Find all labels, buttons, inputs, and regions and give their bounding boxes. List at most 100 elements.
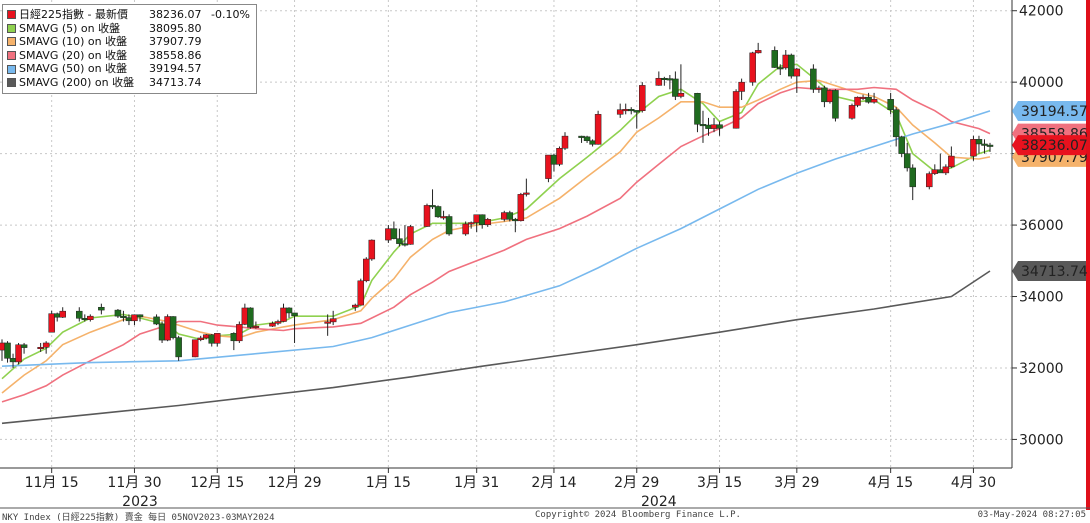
candle-body <box>832 90 839 119</box>
x-tick-label: 2月 29 <box>614 475 659 491</box>
candle-body <box>169 316 177 338</box>
candle-body <box>512 219 519 222</box>
candle-body <box>655 77 663 86</box>
legend-change: -0.10% <box>211 8 250 21</box>
legend-item-sma5: SMAVG (5) on 收盤 38095.80 <box>7 22 250 36</box>
candle-body <box>247 307 254 328</box>
x-tick-label: 3月 15 <box>697 475 742 491</box>
legend-item-sma200: SMAVG (200) on 收盤 34713.74 <box>7 76 250 90</box>
candle-body <box>583 136 591 142</box>
candle-body <box>970 139 977 157</box>
candle-body <box>732 91 740 129</box>
candle-body <box>407 226 414 245</box>
legend-label: SMAVG (5) on 收盤 <box>19 21 121 35</box>
candle-body <box>478 214 486 225</box>
candle-body <box>473 214 480 223</box>
candle-body <box>672 78 679 97</box>
candle-body <box>324 321 331 324</box>
candle-body <box>48 313 55 333</box>
candle-body <box>9 358 17 363</box>
legend-value: 37907.79 <box>149 35 202 49</box>
value-label-text: 34713.74 <box>1021 264 1088 280</box>
right-edge-bar <box>1086 0 1090 510</box>
candle-body <box>291 312 298 317</box>
legend-swatch <box>7 23 16 33</box>
candle-body <box>87 315 94 320</box>
candle-body <box>986 144 994 147</box>
candle-body <box>385 228 392 241</box>
legend-value: 34713.74 <box>149 75 202 89</box>
candle-body <box>561 135 569 149</box>
candle-body <box>15 344 22 363</box>
candle-body <box>622 109 629 112</box>
candle-body <box>710 124 718 129</box>
legend-value: 39194.57 <box>149 62 202 76</box>
candle-body <box>677 92 685 97</box>
candle-body <box>771 50 778 68</box>
candle-body <box>975 139 983 145</box>
candle-body <box>749 52 756 83</box>
candle-body <box>815 87 823 90</box>
value-label-box <box>1012 261 1086 282</box>
legend-swatch <box>7 37 16 47</box>
candle-body <box>462 223 469 235</box>
legend-swatch <box>7 64 16 74</box>
candle-body <box>81 318 89 321</box>
legend-value: 38095.80 <box>149 21 202 35</box>
candle-body <box>854 96 861 106</box>
candle-body <box>859 96 867 99</box>
candlesticks <box>0 42 994 368</box>
candle-body <box>738 81 745 92</box>
value-label-text: 39194.57 <box>1021 104 1088 120</box>
candle-body <box>909 167 916 188</box>
candle-body <box>926 173 933 188</box>
y-tick-label: 36000 <box>1019 218 1064 234</box>
candle-body <box>241 307 249 325</box>
candle-body <box>981 143 988 146</box>
candle-body <box>705 124 712 129</box>
candle-body <box>125 317 133 322</box>
candle-body <box>616 109 624 115</box>
y-tick-label: 30000 <box>1019 432 1064 448</box>
candle-body <box>826 90 834 103</box>
candle-body <box>661 77 668 80</box>
candle-body <box>131 314 138 322</box>
candle-body <box>821 87 828 103</box>
candle-body <box>357 280 365 306</box>
candle-body <box>793 68 801 77</box>
candle-body <box>114 309 122 317</box>
candle-body <box>363 258 370 282</box>
legend-value: 38236.07 <box>149 8 202 21</box>
candle-body <box>639 85 646 111</box>
candle-body <box>175 337 182 358</box>
candle-body <box>870 99 878 103</box>
candle-body <box>158 323 166 341</box>
candle-body <box>545 154 552 179</box>
candle-body <box>666 78 674 81</box>
candle-body <box>4 342 11 359</box>
legend-item-sma10: SMAVG (10) on 收盤 37907.79 <box>7 35 250 49</box>
candle-body <box>59 310 66 318</box>
candle-body <box>136 314 144 318</box>
candle-body <box>280 307 287 322</box>
x-tick-label: 1月 31 <box>454 475 499 491</box>
x-tick-label: 2月 14 <box>531 475 576 491</box>
legend-swatch <box>7 78 16 88</box>
candle-body <box>120 315 127 318</box>
candle-body <box>164 316 171 341</box>
candle-body <box>285 307 293 314</box>
value-label-box <box>1012 100 1086 121</box>
candle-body <box>396 238 403 244</box>
chart-legend: 日經225指數 - 最新價 38236.07 -0.10% SMAVG (5) … <box>2 4 257 94</box>
legend-item-nky: 日經225指數 - 最新價 38236.07 -0.10% <box>7 8 250 22</box>
candle-body <box>0 342 6 351</box>
candle-body <box>352 304 359 308</box>
footer-source: NKY Index (日經225指數) 賣金 每日 05NOV2023-03MA… <box>2 513 275 523</box>
candle-body <box>942 166 950 174</box>
legend-label: SMAVG (200) on 收盤 <box>19 75 135 89</box>
legend-swatch <box>7 51 16 61</box>
legend-label: SMAVG (50) on 收盤 <box>19 62 128 76</box>
candle-body <box>716 124 723 129</box>
